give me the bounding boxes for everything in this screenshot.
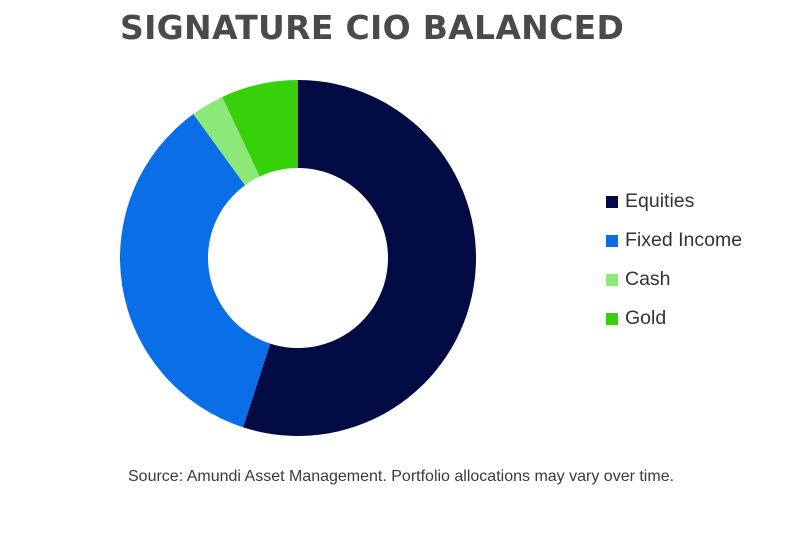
legend-label-gold: Gold	[625, 307, 667, 329]
legend-item-gold: Gold	[606, 299, 742, 338]
source-note: Source: Amundi Asset Management. Portfol…	[128, 468, 675, 485]
chart-legend: Equities Fixed Income Cash Gold	[606, 182, 742, 338]
legend-item-equities: Equities	[606, 182, 742, 221]
legend-label-cash: Cash	[625, 268, 671, 290]
legend-swatch-gold	[606, 312, 618, 325]
donut-slice-gold	[222, 80, 298, 177]
legend-label-fixed-income: Fixed Income	[625, 229, 743, 251]
chart-title: SIGNATURE CIO BALANCED	[120, 8, 625, 47]
legend-item-fixed-income: Fixed Income	[606, 221, 742, 260]
donut-slice-fixed-income	[119, 113, 271, 428]
legend-label-equities: Equities	[625, 190, 695, 212]
legend-swatch-cash	[606, 273, 618, 286]
donut-slice-equities	[242, 80, 476, 436]
legend-item-cash: Cash	[606, 260, 742, 299]
legend-swatch-fixed-income	[606, 234, 618, 247]
donut-slice-cash	[193, 96, 260, 186]
legend-swatch-equities	[606, 195, 618, 208]
